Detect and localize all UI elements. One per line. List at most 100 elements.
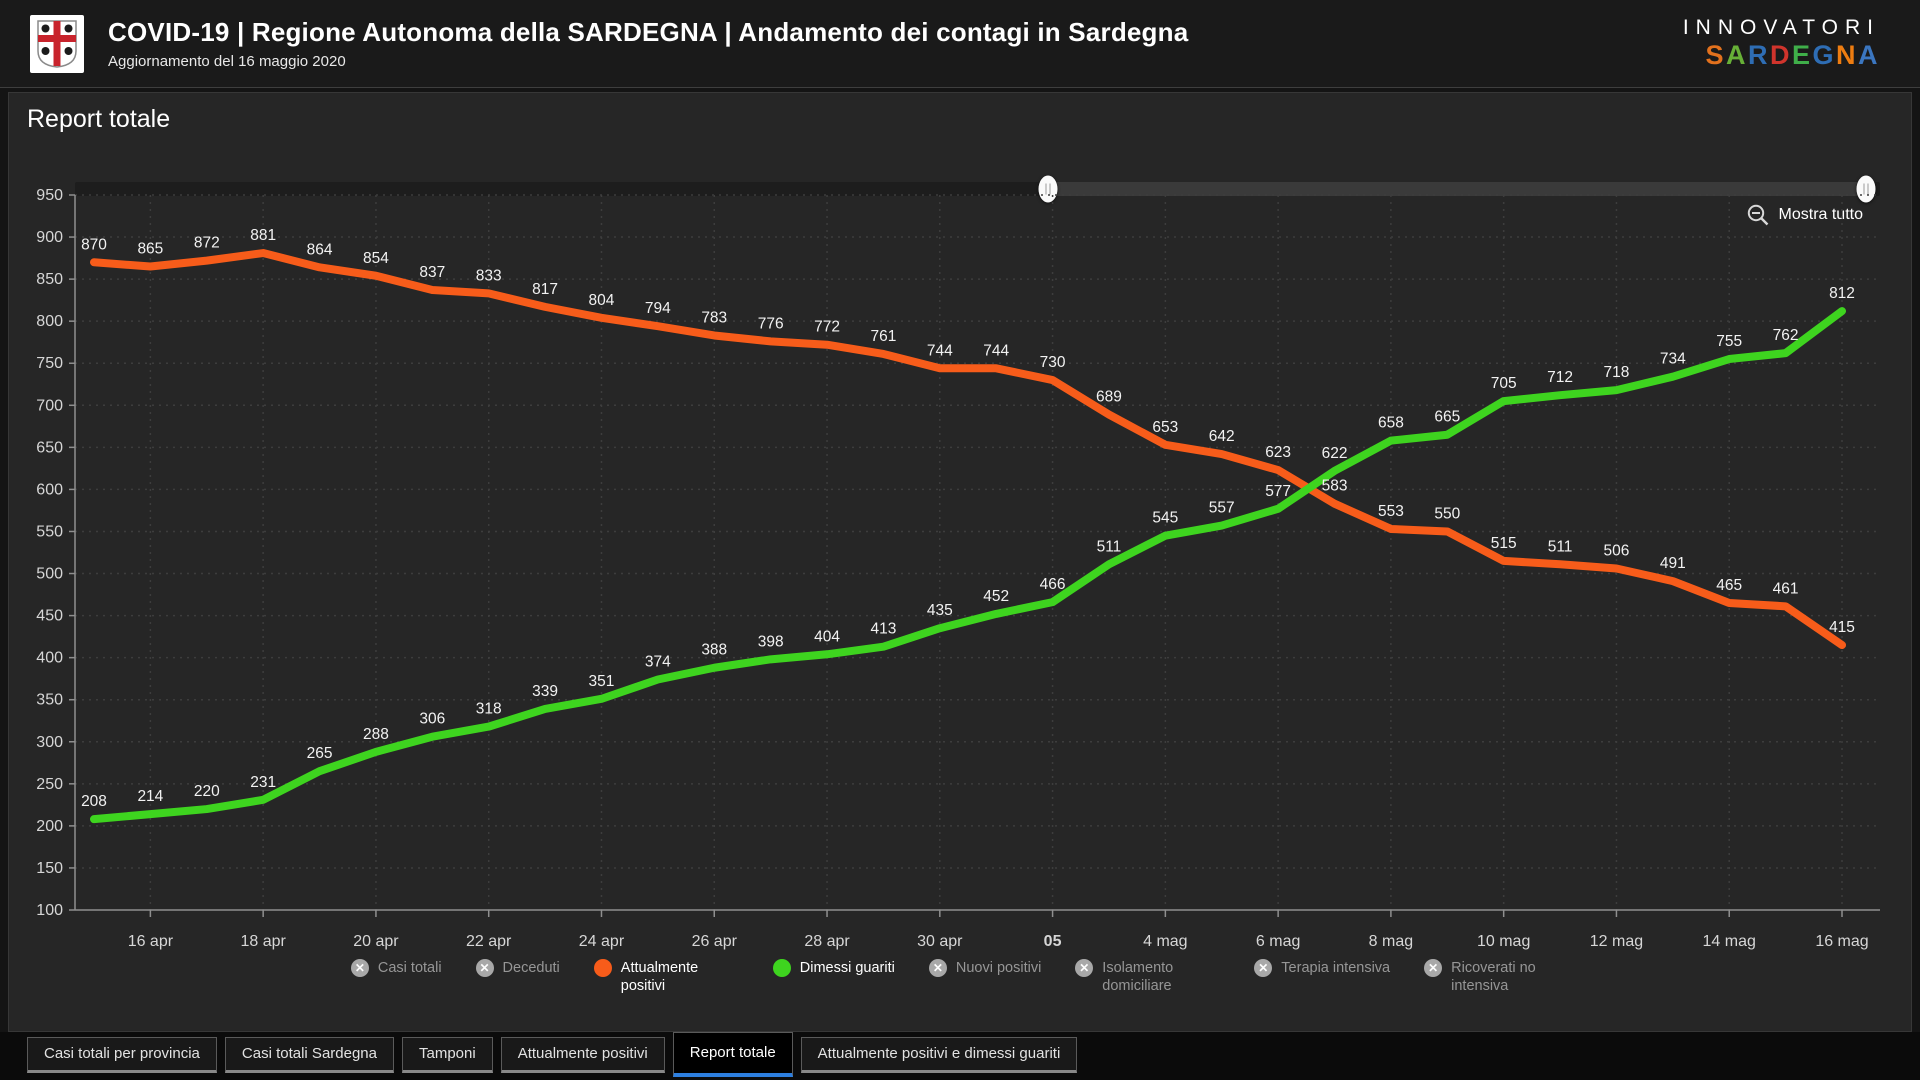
svg-text:400: 400 (36, 650, 63, 667)
svg-text:712: 712 (1547, 369, 1573, 386)
legend-label: Dimessi guariti (799, 960, 895, 976)
brand-letter: D (1769, 40, 1792, 71)
page-subtitle: Aggiornamento del 16 maggio 2020 (108, 53, 346, 70)
legend-disabled-x-icon: ✕ (1075, 959, 1094, 977)
chart-title: Report totale (27, 105, 171, 133)
tab-casi-totali-per-provincia[interactable]: Casi totali per provincia (27, 1037, 217, 1073)
legend-label: Terapia intensiva (1281, 960, 1391, 976)
legend-item-attualmente-positivi[interactable]: Attualmente positivi (593, 959, 739, 995)
brand-letter: A (1858, 40, 1880, 71)
legend-disabled-x-icon: ✕ (475, 959, 494, 977)
svg-text:744: 744 (983, 342, 1009, 359)
legend-label: Casi totali (377, 960, 442, 976)
svg-text:553: 553 (1378, 503, 1404, 520)
legend-item-isolamento-domiciliare[interactable]: ✕ Isolamento domiciliare (1075, 959, 1220, 995)
svg-text:794: 794 (645, 300, 671, 317)
tab-report-totale[interactable]: Report totale (672, 1032, 793, 1077)
shield-icon (37, 19, 77, 68)
svg-text:705: 705 (1491, 375, 1517, 392)
svg-text:20 apr: 20 apr (353, 933, 399, 950)
series-line-attualmente-positivi[interactable] (90, 249, 1846, 650)
tab-label: Attualmente positivi e dimessi guariti (817, 1045, 1061, 1062)
legend-item-terapia-intensiva[interactable]: ✕ Terapia intensiva (1254, 959, 1390, 977)
page-title: COVID-19 | Regione Autonoma della SARDEG… (108, 17, 1189, 47)
zoom-out-icon (1747, 204, 1768, 226)
legend-label: Ricoverati no intensiva (1451, 960, 1536, 994)
svg-text:583: 583 (1322, 478, 1348, 495)
tab-attualmente-positivi-e-dimessi-guariti[interactable]: Attualmente positivi e dimessi guariti (800, 1037, 1078, 1073)
svg-text:545: 545 (1152, 510, 1178, 527)
tab-label: Casi totali per provincia (44, 1045, 200, 1062)
svg-text:14 mag: 14 mag (1703, 933, 1756, 950)
svg-text:300: 300 (36, 734, 63, 751)
tab-tamponi[interactable]: Tamponi (402, 1037, 493, 1073)
svg-text:800: 800 (36, 313, 63, 330)
svg-text:872: 872 (194, 235, 220, 252)
svg-text:288: 288 (363, 726, 389, 743)
tab-attualmente-positivi[interactable]: Attualmente positivi (500, 1037, 665, 1073)
tab-label: Casi totali Sardegna (241, 1045, 377, 1062)
svg-text:10 mag: 10 mag (1477, 933, 1530, 950)
svg-text:865: 865 (137, 241, 163, 258)
legend-disabled-x-icon: ✕ (350, 959, 369, 977)
brand-letter: A (1725, 40, 1748, 71)
svg-text:772: 772 (814, 319, 840, 336)
svg-text:755: 755 (1716, 333, 1742, 350)
svg-text:100: 100 (36, 902, 63, 919)
svg-text:05: 05 (1044, 933, 1062, 950)
svg-text:776: 776 (758, 315, 784, 332)
svg-text:491: 491 (1660, 555, 1686, 572)
svg-text:30 apr: 30 apr (917, 933, 963, 950)
legend-label: Isolamento domiciliare (1102, 960, 1174, 994)
legend-item-deceduti[interactable]: ✕ Deceduti (475, 959, 560, 977)
innovatori-sardegna-logo: INNOVATORI SARDEGNA (1683, 16, 1880, 71)
svg-text:6 mag: 6 mag (1256, 933, 1300, 950)
svg-text:450: 450 (36, 608, 63, 625)
svg-text:744: 744 (927, 342, 953, 359)
slider-selected-range[interactable] (1047, 182, 1866, 196)
svg-text:465: 465 (1716, 577, 1742, 594)
svg-text:231: 231 (250, 774, 276, 791)
svg-text:404: 404 (814, 628, 840, 645)
report-panel: Report totale Mostra tutto 100 150 200 250 3… (8, 92, 1912, 1032)
legend-item-casi-totali[interactable]: ✕ Casi totali (350, 959, 442, 977)
legend-disabled-x-icon: ✕ (1254, 959, 1273, 977)
tab-casi-totali-sardegna[interactable]: Casi totali Sardegna (224, 1037, 394, 1073)
brand-line1: INNOVATORI (1682, 15, 1880, 39)
svg-text:623: 623 (1265, 444, 1291, 461)
svg-text:265: 265 (307, 745, 333, 762)
brand-letter: G (1812, 40, 1836, 71)
svg-text:550: 550 (36, 523, 63, 540)
svg-text:817: 817 (532, 281, 558, 298)
svg-text:515: 515 (1491, 535, 1517, 552)
tab-label: Tamponi (419, 1045, 476, 1062)
svg-text:718: 718 (1604, 364, 1630, 381)
svg-text:16 mag: 16 mag (1815, 933, 1868, 950)
legend-label: Attualmente positivi (620, 960, 699, 994)
series-line-dimessi-guariti[interactable] (90, 307, 1846, 824)
svg-text:506: 506 (1604, 542, 1630, 559)
legend-item-dimessi-guariti[interactable]: Dimessi guariti (772, 959, 895, 977)
svg-text:761: 761 (870, 328, 896, 345)
line-chart[interactable]: 100 150 200 250 300 350 400 450 500 550 600 650 700 7… (9, 150, 1911, 960)
svg-text:150: 150 (36, 860, 63, 877)
svg-text:374: 374 (645, 654, 671, 671)
x-axis-labels: 16 apr 18 apr 20 apr 22 apr 24 apr 26 apr 28 a… (128, 910, 1869, 950)
svg-text:22 apr: 22 apr (466, 933, 512, 950)
svg-text:466: 466 (1040, 576, 1066, 593)
legend-item-nuovi-positivi[interactable]: ✕ Nuovi positivi (928, 959, 1041, 977)
legend-item-ricoverati-no-intensiva[interactable]: ✕ Ricoverati no intensiva (1424, 959, 1569, 995)
data-labels-attualmente-positivi: 870 865 872 881 864 854 837 833 817 804 794 783 776 7… (81, 227, 1855, 636)
gridlines (75, 194, 1880, 910)
svg-text:577: 577 (1265, 483, 1291, 500)
time-range-slider[interactable] (75, 175, 1880, 203)
data-labels-dimessi-guariti: 208 214 220 231 265 288 306 318 339 351 374 388 398 4… (81, 285, 1855, 810)
svg-text:833: 833 (476, 267, 502, 284)
svg-text:511: 511 (1097, 538, 1122, 555)
svg-text:28 apr: 28 apr (804, 933, 850, 950)
app-header: COVID-19 | Regione Autonoma della SARDEG… (0, 0, 1920, 88)
header-titles: COVID-19 | Regione Autonoma della SARDEG… (108, 17, 1683, 70)
brand-letter: R (1747, 40, 1770, 71)
legend-color-dot-icon (593, 959, 612, 977)
sardegna-coat-of-arms-logo (30, 14, 84, 73)
